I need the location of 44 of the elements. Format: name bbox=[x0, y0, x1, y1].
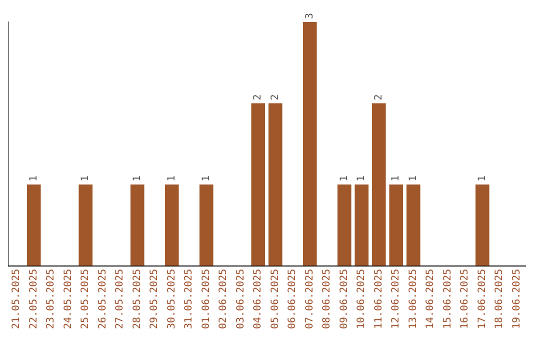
data-label: 1 bbox=[132, 176, 143, 182]
x-tick-label: 27.05.2025 bbox=[114, 268, 126, 330]
x-tick-label: 09.06.2025 bbox=[338, 268, 350, 330]
data-label: 1 bbox=[390, 176, 402, 182]
data-label: 2 bbox=[373, 94, 384, 100]
x-tick-label: 04.06.2025 bbox=[252, 268, 264, 330]
data-label: 2 bbox=[270, 94, 281, 100]
data-label: 1 bbox=[28, 176, 40, 182]
data-label: 1 bbox=[80, 176, 92, 182]
data-label: 1 bbox=[166, 176, 178, 182]
x-tick-label: 05.06.2025 bbox=[270, 268, 281, 330]
data-label: 1 bbox=[476, 176, 488, 182]
x-tick-label: 22.05.2025 bbox=[28, 268, 40, 330]
x-tick-label: 14.06.2025 bbox=[425, 268, 436, 330]
x-tick-label: 25.05.2025 bbox=[80, 268, 92, 330]
data-label: 1 bbox=[200, 176, 212, 182]
data-label: 2 bbox=[252, 94, 264, 100]
x-tick-label: 31.05.2025 bbox=[184, 268, 195, 330]
x-tick-label: 28.05.2025 bbox=[132, 268, 143, 330]
x-tick-label: 21.05.2025 bbox=[11, 268, 22, 330]
data-label: 1 bbox=[356, 176, 368, 182]
x-tick-label: 11.06.2025 bbox=[373, 268, 384, 330]
x-tick-label: 12.06.2025 bbox=[390, 268, 402, 330]
x-tick-label: 24.05.2025 bbox=[62, 268, 74, 330]
x-tick-label: 08.06.2025 bbox=[322, 268, 333, 330]
data-label: 3 bbox=[304, 12, 316, 19]
data-label: 1 bbox=[338, 176, 350, 182]
x-tick-label: 03.06.2025 bbox=[235, 268, 246, 330]
x-tick-label: 13.06.2025 bbox=[408, 268, 419, 330]
x-tick-label: 16.06.2025 bbox=[460, 268, 471, 330]
x-tick-label: 19.06.2025 bbox=[511, 268, 522, 330]
data-label: 1 bbox=[408, 176, 419, 182]
x-tick-label: 06.06.2025 bbox=[287, 268, 298, 330]
x-tick-label: 10.06.2025 bbox=[356, 268, 368, 330]
x-tick-label: 23.05.2025 bbox=[46, 268, 57, 330]
x-tick-label: 29.05.2025 bbox=[149, 268, 160, 330]
x-tick-label: 30.05.2025 bbox=[166, 268, 178, 330]
x-tick-label: 17.06.2025 bbox=[476, 268, 488, 330]
x-tick-label: 07.06.2025 bbox=[304, 268, 316, 330]
x-tick-label: 15.06.2025 bbox=[442, 268, 454, 330]
x-tick-label: 26.05.2025 bbox=[97, 268, 108, 330]
x-tick-label: 18.06.2025 bbox=[494, 268, 506, 330]
x-tick-label: 02.06.2025 bbox=[218, 268, 230, 330]
x-tick-label: 01.06.2025 bbox=[200, 268, 212, 330]
